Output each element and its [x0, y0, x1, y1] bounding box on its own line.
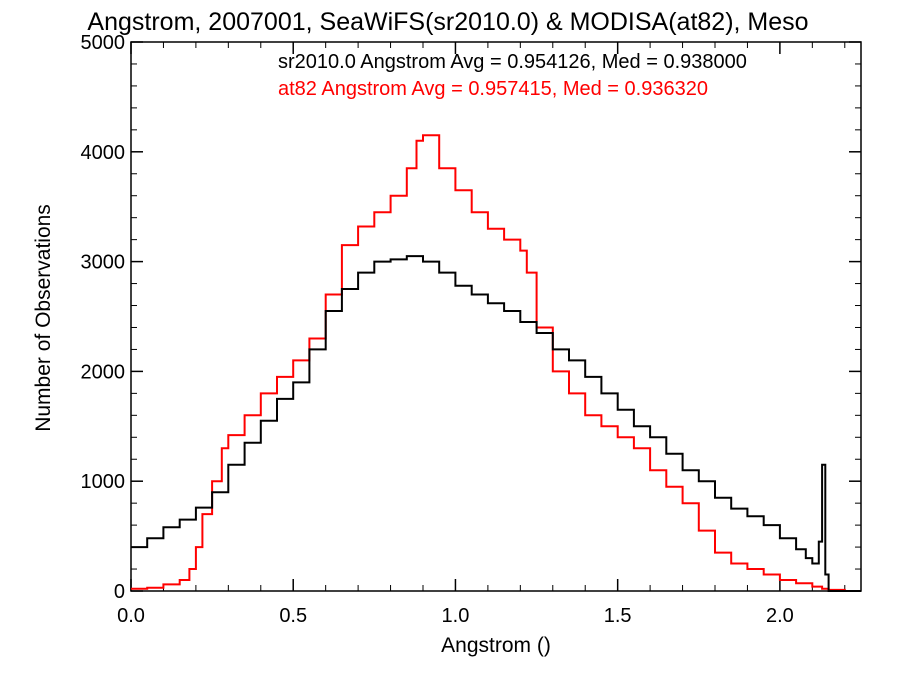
plot-area: 0.0 0.5 1.0 1.5 2.0 0 1000 2000 3000 4000 5000	[81, 32, 862, 627]
series-line-at82	[131, 134, 861, 592]
plot-frame	[130, 41, 862, 592]
y-tick-label: 1000	[81, 471, 126, 493]
legend-annotation-sr2010: sr2010.0 Angstrom Avg = 0.954126, Med = …	[278, 51, 747, 73]
y-tick-label: 3000	[81, 252, 126, 274]
series-lines	[131, 134, 861, 592]
y-tick-label: 4000	[81, 142, 126, 164]
y-axis-label: Number of Observations	[32, 204, 55, 432]
y-tick-label: 5000	[81, 32, 126, 54]
x-tick-label: 0.5	[279, 605, 307, 627]
x-axis-label: Angstrom ()	[441, 634, 551, 657]
legend-annotations: sr2010.0 Angstrom Avg = 0.954126, Med = …	[278, 51, 747, 100]
series-line-sr2010-0	[131, 255, 861, 592]
x-tick-label: 0.0	[117, 605, 145, 627]
chart-title: Angstrom, 2007001, SeaWiFS(sr2010.0) & M…	[87, 8, 808, 36]
x-tick-label: 2.0	[766, 605, 794, 627]
x-tick-label: 1.0	[442, 605, 470, 627]
y-tick-label: 0	[114, 581, 125, 603]
axis-ticks: 0.0 0.5 1.0 1.5 2.0 0 1000 2000 3000 4000 5000	[81, 32, 861, 627]
x-tick-label: 1.5	[604, 605, 632, 627]
legend-annotation-at82: at82 Angstrom Avg = 0.957415, Med = 0.93…	[278, 78, 708, 100]
y-tick-label: 2000	[81, 361, 126, 383]
